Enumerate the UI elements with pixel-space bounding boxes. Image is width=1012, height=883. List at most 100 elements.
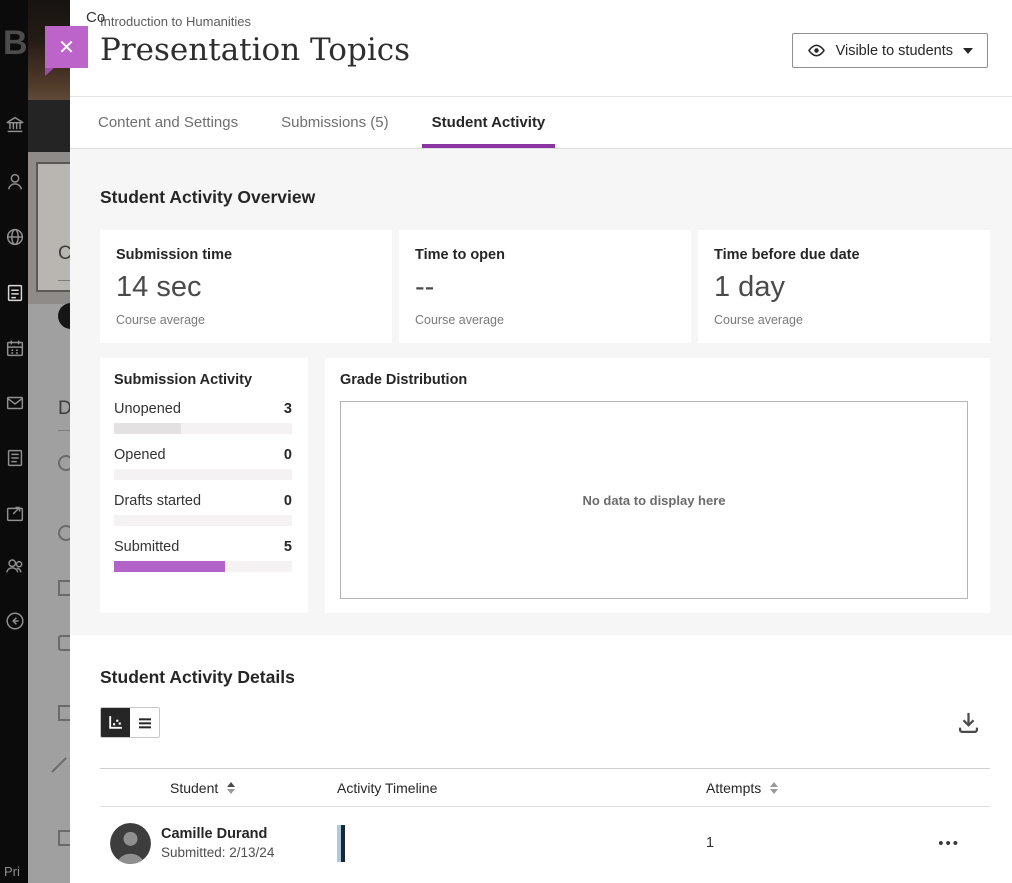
dimmed-text-fragment: C — [58, 243, 72, 264]
brand-logo: B — [3, 24, 28, 62]
avatar — [110, 822, 151, 864]
activity-count: 5 — [283, 539, 292, 555]
visibility-label: Visible to students — [835, 42, 953, 59]
activity-count: 0 — [283, 493, 292, 509]
institution-icon[interactable] — [4, 114, 26, 136]
list-icon — [137, 715, 153, 731]
column-header-attempts[interactable]: Attempts — [706, 779, 762, 796]
calendar-icon[interactable] — [4, 337, 26, 359]
activity-bar-track — [114, 469, 292, 480]
activity-count: 3 — [283, 401, 292, 417]
privacy-link[interactable]: Pri — [4, 864, 20, 879]
activity-label: Drafts started — [114, 493, 202, 509]
sort-icon[interactable] — [227, 781, 236, 794]
row-menu-button[interactable]: ••• — [938, 834, 960, 852]
attempts-cell: 1 — [706, 835, 715, 851]
stat-cards: Submission time 14 sec Course average Ti… — [100, 230, 990, 343]
activity-bar-fill — [114, 423, 181, 434]
stat-card-submission-time: Submission time 14 sec Course average — [100, 230, 392, 343]
dimmed-text-fragment: D — [58, 398, 72, 419]
tools-icon[interactable] — [4, 502, 26, 524]
dimmed-divider — [58, 430, 70, 431]
stat-card-time-before-due: Time before due date 1 day Course averag… — [698, 230, 990, 343]
submission-activity-heading: Submission Activity — [114, 372, 253, 388]
messages-icon[interactable] — [4, 392, 26, 414]
activity-count: 0 — [283, 447, 292, 463]
student-name: Camille Durand — [161, 826, 268, 842]
activity-stream-icon[interactable] — [4, 282, 26, 304]
tab-bar: Content and Settings Submissions (5) Stu… — [70, 97, 1012, 149]
activity-bar-fill — [114, 561, 226, 572]
submission-activity-card: Submission Activity Unopened 3 Opened 0 Dr… — [100, 358, 308, 613]
assignment-panel: Introduction to Humanities Presentation … — [70, 0, 1012, 883]
dimmed-block — [28, 100, 70, 152]
stat-label: Submission time — [116, 247, 233, 263]
activity-label: Unopened — [114, 401, 181, 417]
profile-icon[interactable] — [4, 171, 26, 193]
globe-icon[interactable] — [4, 226, 26, 248]
student-activity-table: Student Activity Timeline Attempts — [100, 768, 990, 879]
activity-bar-track — [114, 515, 292, 526]
tab-content-and-settings[interactable]: Content and Settings — [98, 114, 239, 131]
overview-section: Student Activity Overview Submission tim… — [70, 149, 1012, 635]
column-header-timeline: Activity Timeline — [337, 779, 438, 796]
submitted-date: Submitted: 2/13/24 — [161, 845, 275, 860]
download-button[interactable] — [955, 709, 982, 736]
stat-caption: Course average — [415, 313, 504, 327]
sort-icon[interactable] — [770, 781, 779, 794]
column-header-student[interactable]: Student — [170, 779, 219, 796]
scatter-chart-icon — [107, 714, 124, 731]
breadcrumb[interactable]: Introduction to Humanities — [100, 14, 252, 29]
visibility-dropdown[interactable]: Visible to students — [791, 33, 988, 68]
stat-caption: Course average — [116, 313, 205, 327]
tab-submissions[interactable]: Submissions (5) — [281, 114, 389, 131]
tab-student-activity[interactable]: Student Activity — [421, 97, 556, 148]
stat-caption: Course average — [714, 313, 803, 327]
grade-distribution-chart-area: No data to display here — [340, 401, 968, 599]
activity-item-submitted: Submitted 5 — [114, 539, 292, 572]
stat-value: 1 day — [714, 271, 785, 303]
timeline-marker — [337, 824, 345, 862]
stat-value: -- — [415, 271, 435, 303]
activity-item-drafts: Drafts started 0 — [114, 493, 292, 526]
grade-distribution-card: Grade Distribution No data to display he… — [325, 358, 990, 613]
details-section: Student Activity Details — [70, 635, 1012, 882]
chart-view-button[interactable] — [101, 708, 130, 737]
details-heading: Student Activity Details — [100, 667, 295, 687]
activity-timeline-cell — [337, 807, 700, 879]
download-icon — [955, 709, 982, 736]
grade-distribution-heading: Grade Distribution — [340, 372, 468, 388]
overview-heading: Student Activity Overview — [100, 187, 316, 207]
dimmed-content-image — [28, 152, 76, 304]
dimmed-page-title-fragment: Co — [86, 9, 106, 26]
stat-card-time-to-open: Time to open -- Course average — [399, 230, 691, 343]
view-toggle — [100, 707, 160, 738]
sign-out-icon[interactable] — [4, 610, 26, 632]
close-panel-button[interactable]: ✕ — [45, 26, 88, 76]
eye-icon — [807, 41, 826, 60]
activity-label: Submitted — [114, 539, 180, 555]
activity-bar-track — [114, 423, 292, 434]
table-header: Student Activity Timeline Attempts — [100, 768, 990, 807]
activity-item-opened: Opened 0 — [114, 447, 292, 480]
table-row: Camille Durand Submitted: 2/13/24 1 ••• — [100, 807, 990, 879]
page-title: Presentation Topics — [100, 32, 410, 68]
chevron-down-icon — [963, 47, 973, 54]
empty-state-message: No data to display here — [582, 492, 726, 508]
dimmed-divider — [58, 280, 70, 281]
stat-value: 14 sec — [116, 271, 202, 303]
activity-item-unopened: Unopened 3 — [114, 401, 292, 434]
global-sidebar: B Pri — [0, 0, 28, 883]
activity-label: Opened — [114, 447, 166, 463]
groups-icon[interactable] — [4, 555, 26, 577]
dimmed-page-background: C D — [28, 0, 85, 883]
activity-bar-track — [114, 561, 292, 572]
stat-label: Time to open — [415, 247, 505, 263]
stat-label: Time before due date — [714, 247, 860, 263]
panel-header: Introduction to Humanities Presentation … — [70, 0, 1012, 97]
close-icon: ✕ — [58, 36, 75, 59]
list-view-button[interactable] — [130, 708, 159, 737]
gradebook-icon[interactable] — [4, 447, 26, 469]
dimmed-pencil-icon — [51, 757, 67, 773]
